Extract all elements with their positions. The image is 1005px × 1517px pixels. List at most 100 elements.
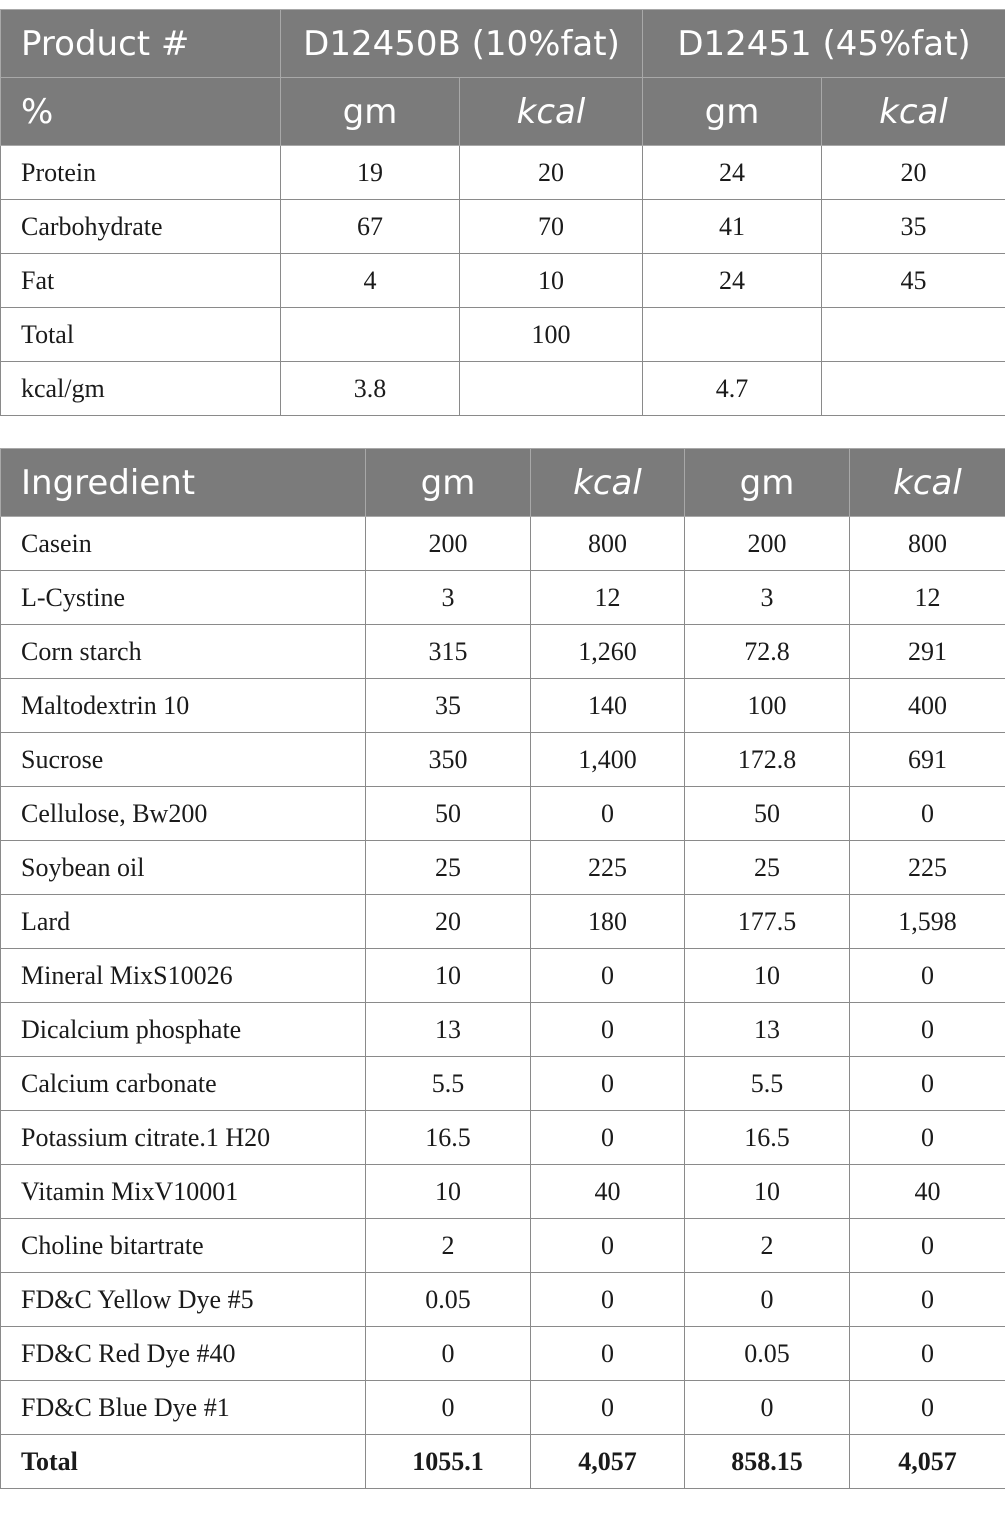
row-label: Potassium citrate.1 H20 [0,1110,366,1165]
gm-header: gm [642,77,822,146]
table-cell: 0 [849,1056,1005,1111]
table-row: Total 100 [0,307,1005,362]
table-cell: 800 [530,516,685,571]
table-cell: 50 [365,786,531,841]
table-cell: 13 [365,1002,531,1057]
row-label: Mineral MixS10026 [0,948,366,1003]
row-label: Choline bitartrate [0,1218,366,1273]
table-cell: 2 [684,1218,850,1273]
table-cell: 35 [365,678,531,733]
table-row: FD&C Blue Dye #1 0 0 0 0 [0,1380,1005,1435]
table-cell: 70 [459,199,643,254]
table-cell: 10 [684,948,850,1003]
gm-header: gm [365,448,531,517]
table-cell: 41 [642,199,822,254]
table-cell: 19 [280,145,460,200]
table-cell: 0 [530,948,685,1003]
table-cell: 10 [459,253,643,308]
table-row: Lard 20 180 177.5 1,598 [0,894,1005,949]
diet-45-percent-fat-header: D12451 (45%fat) [641,9,1005,78]
row-label: Lard [0,894,366,949]
table-cell: 315 [365,624,531,679]
table-row: Soybean oil 25 225 25 225 [0,840,1005,895]
row-label: Sucrose [0,732,366,787]
row-label: Soybean oil [0,840,366,895]
table-cell: 0.05 [684,1326,850,1381]
table-row: Sucrose 350 1,400 172.8 691 [0,732,1005,787]
table-row: Cellulose, Bw200 50 0 50 0 [0,786,1005,841]
table-row: Maltodextrin 10 35 140 100 400 [0,678,1005,733]
kcal-header: kcal [820,77,1005,146]
table-cell: 0 [530,1110,685,1165]
total-row: Total 1055.1 4,057 858.15 4,057 [0,1434,1005,1489]
table-row: Vitamin MixV10001 10 40 10 40 [0,1164,1005,1219]
table-cell: 800 [849,516,1005,571]
table-cell: 25 [365,840,531,895]
table-cell: 24 [642,253,822,308]
table-cell: 400 [849,678,1005,733]
row-label: Fat [0,253,281,308]
table-cell: 0 [530,1056,685,1111]
table-cell: 140 [530,678,685,733]
table-cell: 0 [849,786,1005,841]
macronutrient-composition-table: Product # D12450B (10%fat) D12451 (45%fa… [0,9,1005,416]
row-label: Protein [0,145,281,200]
table-cell: 20 [459,145,643,200]
table-cell: 10 [684,1164,850,1219]
table-cell: 10 [365,1164,531,1219]
table-cell: 72.8 [684,624,850,679]
table-cell: 3 [684,570,850,625]
table-cell: 180 [530,894,685,949]
table-cell: 12 [849,570,1005,625]
row-label: L-Cystine [0,570,366,625]
table-cell: 1,260 [530,624,685,679]
row-label: FD&C Blue Dye #1 [0,1380,366,1435]
table-cell: 0 [684,1272,850,1327]
table-cell: 10 [365,948,531,1003]
table-cell: 0 [849,1326,1005,1381]
table-cell: 4.7 [642,361,822,416]
row-label: Carbohydrate [0,199,281,254]
table-row: Choline bitartrate 2 0 2 0 [0,1218,1005,1273]
kcal-header: kcal [849,448,1005,517]
table-row: Corn starch 315 1,260 72.8 291 [0,624,1005,679]
table-row: Calcium carbonate 5.5 0 5.5 0 [0,1056,1005,1111]
ingredient-header: Ingredient [0,448,366,517]
row-label: FD&C Yellow Dye #5 [0,1272,366,1327]
table-cell: 3.8 [280,361,460,416]
ingredient-header-row: Ingredient gm kcal gm kcal [0,448,1005,517]
table-row: Protein 19 20 24 20 [0,145,1005,200]
table-cell: 4,057 [530,1434,685,1489]
table-row: Dicalcium phosphate 13 0 13 0 [0,1002,1005,1057]
row-label: Corn starch [0,624,366,679]
table-cell: 40 [849,1164,1005,1219]
table-cell [820,307,1005,362]
ingredients-table: Ingredient gm kcal gm kcal Casein 200 800 2… [0,448,1005,1489]
table-cell: 0 [365,1380,531,1435]
table-cell: 0 [530,1272,685,1327]
table-cell: 20 [365,894,531,949]
row-label: Dicalcium phosphate [0,1002,366,1057]
table-cell: 4 [280,253,460,308]
table-cell: 20 [820,145,1005,200]
row-label: FD&C Red Dye #40 [0,1326,366,1381]
table-cell: 45 [820,253,1005,308]
table-cell: 691 [849,732,1005,787]
table-cell: 3 [365,570,531,625]
table-cell: 24 [642,145,822,200]
table-cell: 5.5 [365,1056,531,1111]
composition-body: Protein 19 20 24 20 Carbohydrate 67 70 41 35 Fat 4 1… [0,145,1005,416]
table-cell: 40 [530,1164,685,1219]
table-cell: 100 [459,307,643,362]
table-cell: 0 [530,1326,685,1381]
table-cell: 16.5 [684,1110,850,1165]
table-cell: 25 [684,840,850,895]
ingredients-body: Casein 200 800 200 800 L-Cystine 3 12 3 12 Corn st… [0,516,1005,1489]
table-cell: 200 [684,516,850,571]
table-cell: 1,400 [530,732,685,787]
row-label: Cellulose, Bw200 [0,786,366,841]
table-cell: 67 [280,199,460,254]
percent-header: % [0,77,281,146]
table-cell: 2 [365,1218,531,1273]
table-cell: 4,057 [849,1434,1005,1489]
